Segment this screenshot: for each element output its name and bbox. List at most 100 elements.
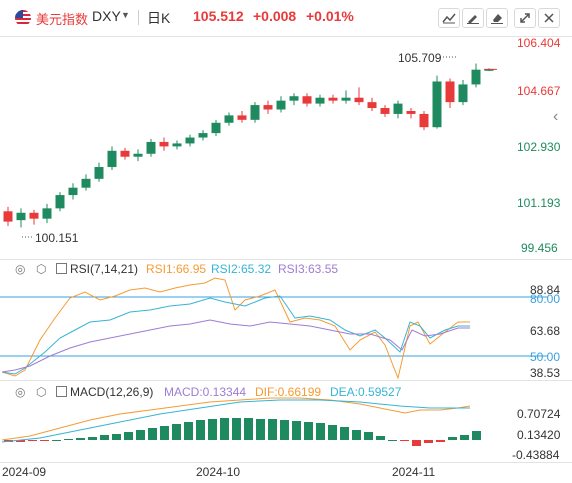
rsi1-line: [1, 277, 470, 380]
macd-value: MACD:0.13344: [164, 385, 247, 399]
candle-body: [432, 81, 442, 128]
candle-body: [341, 97, 351, 101]
candle-body: [107, 150, 117, 168]
price-change: +0.008: [253, 8, 297, 24]
macd-histogram-bar: [172, 424, 181, 440]
candle-body: [302, 96, 312, 104]
chart-header: 美元指数 DXY ▼ 日K 105.512 +0.008 +0.01%: [0, 0, 572, 36]
candle-body: [172, 143, 182, 147]
macd-histogram-bar: [100, 435, 109, 440]
macd-histogram-bar: [268, 419, 277, 440]
price-axis-label-2: 104.667: [517, 84, 561, 98]
candle-body: [484, 69, 494, 71]
draw-icon[interactable]: [462, 8, 484, 28]
candle-body: [393, 103, 403, 114]
macd-axis-label-3: -0.43884: [512, 448, 560, 462]
eye-icon[interactable]: ◎: [15, 262, 26, 276]
macd-histogram-bar: [376, 436, 385, 440]
candle-body: [81, 178, 91, 188]
macd-histogram-bar: [124, 432, 133, 440]
candle-body: [16, 212, 26, 221]
close-icon[interactable]: [538, 8, 560, 28]
candle-body: [224, 115, 234, 123]
time-axis-label-3: 2024-11: [392, 465, 436, 479]
expand-icon[interactable]: [56, 263, 67, 274]
macd-histogram-bar: [280, 420, 289, 440]
candle-body: [458, 84, 468, 103]
last-price: 105.512: [193, 8, 244, 24]
dif-line: [1, 397, 471, 441]
time-axis-line: [0, 462, 572, 463]
rsi1-value: RSI1:66.95: [146, 262, 207, 276]
dea-line: [1, 399, 470, 443]
price-axis-label-5: 99.456: [521, 241, 558, 255]
rsi2-line: [1, 295, 470, 375]
chevron-left-icon[interactable]: ‹: [553, 108, 559, 125]
macd-histogram-bar: [340, 427, 349, 440]
candle-body: [94, 167, 104, 179]
macd-histogram-bar: [328, 425, 337, 440]
macd-histogram-bar: [316, 423, 325, 440]
macd-histogram-bar: [244, 418, 253, 440]
macd-histogram-bar: [40, 440, 49, 441]
macd-histogram-bar: [208, 419, 217, 440]
candle-body: [380, 108, 390, 114]
macd-histogram-bar: [256, 419, 265, 440]
low-price-annotation: 100.151: [35, 231, 79, 245]
macd-histogram-bar: [76, 438, 85, 440]
candle-body: [133, 153, 143, 157]
candle-body: [211, 122, 221, 134]
candle-body: [55, 195, 65, 209]
candle-body: [42, 208, 52, 219]
candle-body: [250, 105, 260, 120]
macd-histogram-bar: [160, 426, 169, 440]
candle-body: [315, 97, 325, 104]
macd-histogram-bar: [352, 430, 361, 440]
time-axis-label-2: 2024-10: [196, 465, 241, 479]
eye-icon[interactable]: ◎: [15, 385, 26, 399]
header-divider: [138, 10, 139, 25]
price-axis-label-3: 102.930: [517, 140, 561, 154]
dea-value: DEA:0.59527: [330, 385, 402, 399]
dif-value: DIF:0.66199: [255, 385, 322, 399]
macd-histogram-bar: [64, 439, 73, 440]
candle-body: [198, 133, 208, 138]
macd-histogram-bar: [136, 430, 145, 440]
symbol-selector[interactable]: DXY: [92, 8, 121, 24]
rsi2-value: RSI2:65.32: [211, 262, 272, 276]
rsi-axis-label-5: 38.53: [530, 366, 561, 380]
rsi-title: RSI(7,14,21): [70, 262, 139, 276]
macd-histogram-bar: [148, 428, 157, 440]
delete-icon[interactable]: [486, 8, 508, 28]
settings-icon[interactable]: ⬡: [36, 385, 47, 399]
rsi-divider-line: [0, 259, 572, 260]
rsi3-value: RSI3:63.55: [278, 262, 339, 276]
line-chart-icon[interactable]: [438, 8, 460, 28]
candle-body: [289, 96, 299, 101]
macd-histogram-bar: [472, 431, 481, 440]
chevron-down-icon[interactable]: ▼: [121, 10, 130, 20]
expand-icon[interactable]: [56, 386, 67, 397]
price-change-percent: +0.01%: [306, 8, 354, 24]
macd-histogram-bar: [412, 440, 421, 446]
rsi-axis-label-3: 63.68: [530, 324, 561, 338]
macd-histogram-bar: [400, 440, 409, 441]
candle-body: [120, 150, 130, 157]
price-axis-label-1: 106.404: [517, 36, 561, 50]
candle-body: [419, 113, 429, 128]
macd-histogram-bar: [388, 440, 397, 441]
macd-histogram-bar: [436, 440, 445, 442]
rsi-axis-label-4: 50.00: [530, 350, 561, 364]
settings-icon[interactable]: ⬡: [36, 262, 47, 276]
candle-body: [68, 187, 78, 196]
candle-body: [237, 115, 247, 120]
candle-body: [406, 110, 416, 114]
period-selector[interactable]: 日K: [147, 10, 171, 26]
candle-body: [3, 211, 13, 222]
macd-histogram-bar: [52, 440, 61, 441]
macd-title: MACD(12,26,9): [70, 385, 154, 399]
macd-histogram-bar: [424, 440, 433, 443]
fullscreen-icon[interactable]: [514, 8, 536, 28]
candle-body: [367, 102, 377, 109]
